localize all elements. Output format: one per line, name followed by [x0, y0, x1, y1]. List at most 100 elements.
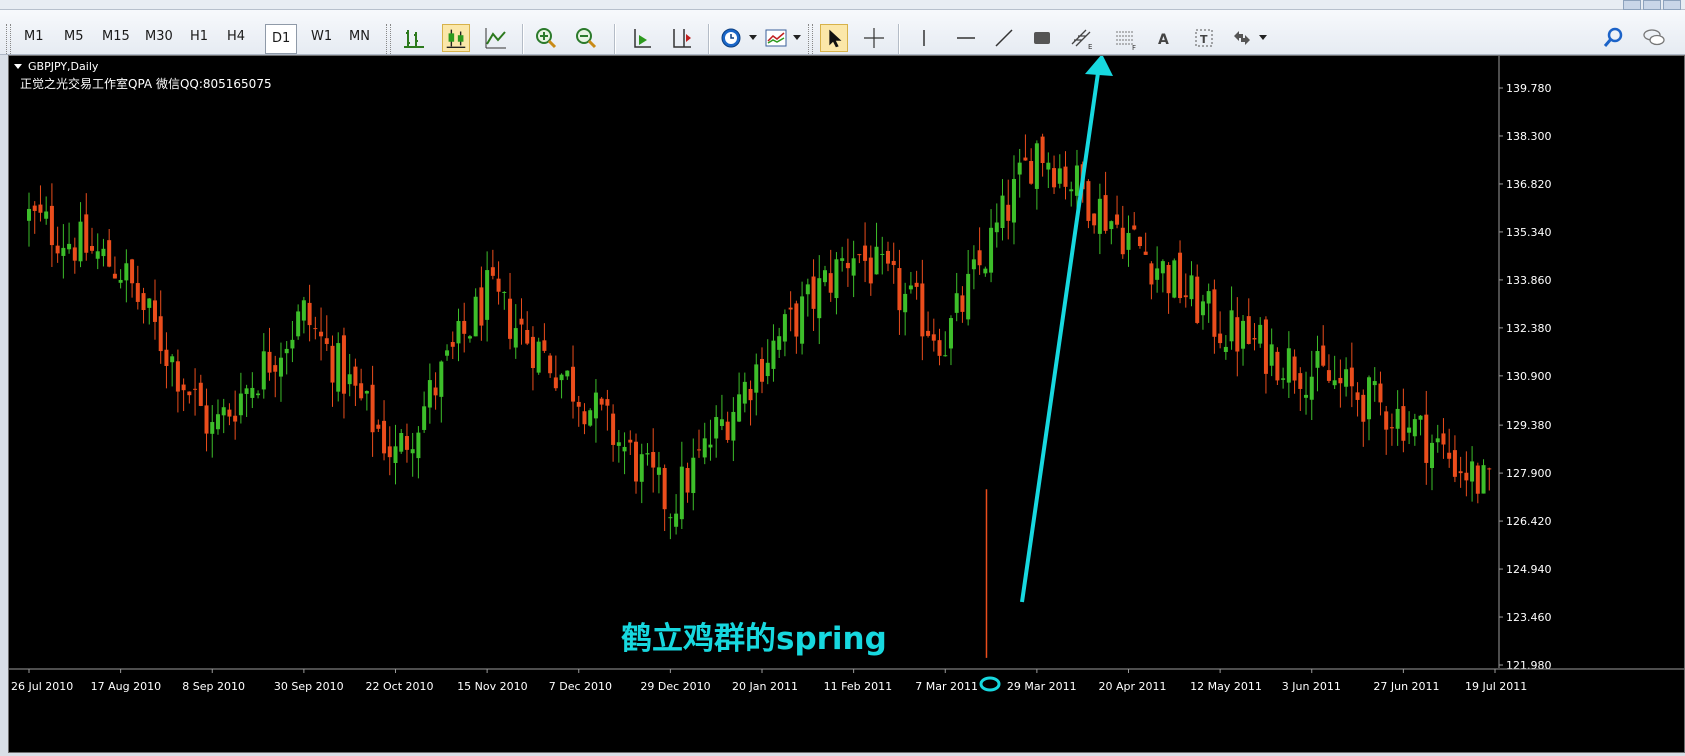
candle-body [1235, 317, 1240, 352]
candle-body [1481, 465, 1486, 494]
candle-body [250, 387, 255, 398]
crosshair-icon[interactable] [860, 24, 888, 52]
toolbar-grip[interactable] [808, 24, 813, 54]
candle-body [147, 298, 152, 308]
candle-body [616, 442, 621, 446]
candle-body [1407, 427, 1412, 433]
time-tick-label: 11 Feb 2011 [824, 680, 892, 693]
text-tool-icon[interactable]: A [1150, 24, 1178, 52]
chart-window[interactable]: 鹤立鸡群的spring GBPJPY,Daily 正觉之光交易工作室QPA 微信… [8, 54, 1685, 753]
price-tick-label: 135.340 [1506, 226, 1552, 239]
arrows-icon[interactable] [1228, 24, 1256, 52]
candle-body [685, 468, 690, 493]
candle-body [313, 328, 318, 330]
price-tick-label: 132.380 [1506, 322, 1552, 335]
candle-body [1430, 442, 1435, 468]
text-label-icon[interactable]: T [1190, 24, 1218, 52]
chat-bubbles-icon[interactable] [1640, 24, 1668, 52]
candle-body [960, 295, 965, 312]
candle-body [1258, 324, 1263, 344]
candle-body [656, 467, 661, 475]
candle-body [359, 383, 364, 399]
zoom-out-icon[interactable] [572, 24, 600, 52]
candle-body [175, 361, 180, 392]
candle-body [966, 273, 971, 320]
timeframe-w1-button[interactable]: W1 [311, 29, 333, 44]
candle-body [622, 446, 627, 452]
candle-body [1149, 263, 1154, 285]
timeframe-m1-button[interactable]: M1 [24, 29, 44, 44]
cursor-arrow-icon[interactable] [820, 24, 848, 52]
close-button[interactable] [1663, 0, 1681, 10]
timeframe-m15-button[interactable]: M15 [102, 29, 130, 44]
candle-body [1000, 195, 1005, 229]
candle-body [1269, 344, 1274, 366]
candle-body [1281, 378, 1286, 380]
templates-icon[interactable] [762, 24, 790, 52]
vertical-line-icon[interactable] [910, 24, 938, 52]
search-icon[interactable] [1600, 24, 1628, 52]
candle-body [450, 342, 455, 347]
candle-body [1321, 345, 1326, 366]
periodicity-clock-icon[interactable] [718, 24, 746, 52]
time-tick-label: 7 Dec 2010 [549, 680, 612, 693]
minimize-button[interactable] [1623, 0, 1641, 10]
candle-body [1189, 275, 1194, 300]
candle-body [238, 393, 243, 416]
candlestick-chart[interactable]: 鹤立鸡群的spring GBPJPY,Daily 正觉之光交易工作室QPA 微信… [9, 54, 1684, 752]
line-chart-icon[interactable] [482, 24, 510, 52]
toolbar-separator [614, 24, 616, 54]
candle-body [805, 284, 810, 295]
timeframe-h1-button[interactable]: H1 [190, 29, 209, 44]
collapse-arrow-icon[interactable] [14, 64, 22, 69]
fibonacci-retracement-icon[interactable]: F [1112, 24, 1140, 52]
candle-body [301, 300, 306, 321]
candle-body [393, 446, 398, 464]
horizontal-line-icon[interactable] [952, 24, 980, 52]
timeframe-m5-button[interactable]: M5 [64, 29, 84, 44]
candle-body [634, 441, 639, 482]
candle-body [1097, 198, 1102, 234]
candle-body [994, 222, 999, 233]
timeframe-h4-button[interactable]: H4 [227, 29, 246, 44]
candle-body [273, 365, 278, 372]
candle-body [565, 370, 570, 377]
dropdown-arrow-icon[interactable] [793, 35, 801, 41]
dropdown-arrow-icon[interactable] [749, 35, 757, 41]
rectangle-shape-icon[interactable] [1028, 24, 1056, 52]
candle-body [1412, 419, 1417, 437]
candle-body [1166, 264, 1171, 294]
toolbar-grip[interactable] [386, 24, 391, 54]
chart-shift-icon[interactable] [668, 24, 696, 52]
dropdown-arrow-icon[interactable] [1259, 35, 1267, 41]
candle-body [324, 338, 329, 344]
candle-body [467, 336, 472, 339]
candle-body [341, 335, 346, 394]
trendline-icon[interactable] [990, 24, 1018, 52]
candle-body [748, 388, 753, 401]
toolbar-grip[interactable] [6, 24, 11, 54]
candle-body [1178, 252, 1183, 299]
time-tick-label: 8 Sep 2010 [182, 680, 245, 693]
time-tick-label: 29 Dec 2010 [640, 680, 710, 693]
timeframe-d1-button[interactable]: D1 [265, 24, 298, 54]
candle-body [525, 329, 530, 344]
zoom-in-icon[interactable] [532, 24, 560, 52]
candle-body [880, 253, 885, 255]
bar-chart-icon[interactable] [400, 24, 428, 52]
timeframe-mn-button[interactable]: MN [349, 29, 370, 44]
equidistant-channel-icon[interactable]: E [1068, 24, 1096, 52]
candlestick-icon[interactable] [442, 24, 470, 52]
timeframe-m30-button[interactable]: M30 [145, 29, 173, 44]
candle-body [508, 298, 513, 339]
price-tick-label: 139.780 [1506, 82, 1552, 95]
candle-body [1074, 165, 1079, 196]
auto-scroll-icon[interactable] [628, 24, 656, 52]
candle-body [399, 433, 404, 452]
candle-body [1332, 380, 1337, 386]
candle-body [788, 307, 793, 310]
candle-body [639, 454, 644, 482]
restore-button[interactable] [1643, 0, 1661, 10]
candle-body [1206, 291, 1211, 304]
candle-body [1338, 377, 1343, 384]
